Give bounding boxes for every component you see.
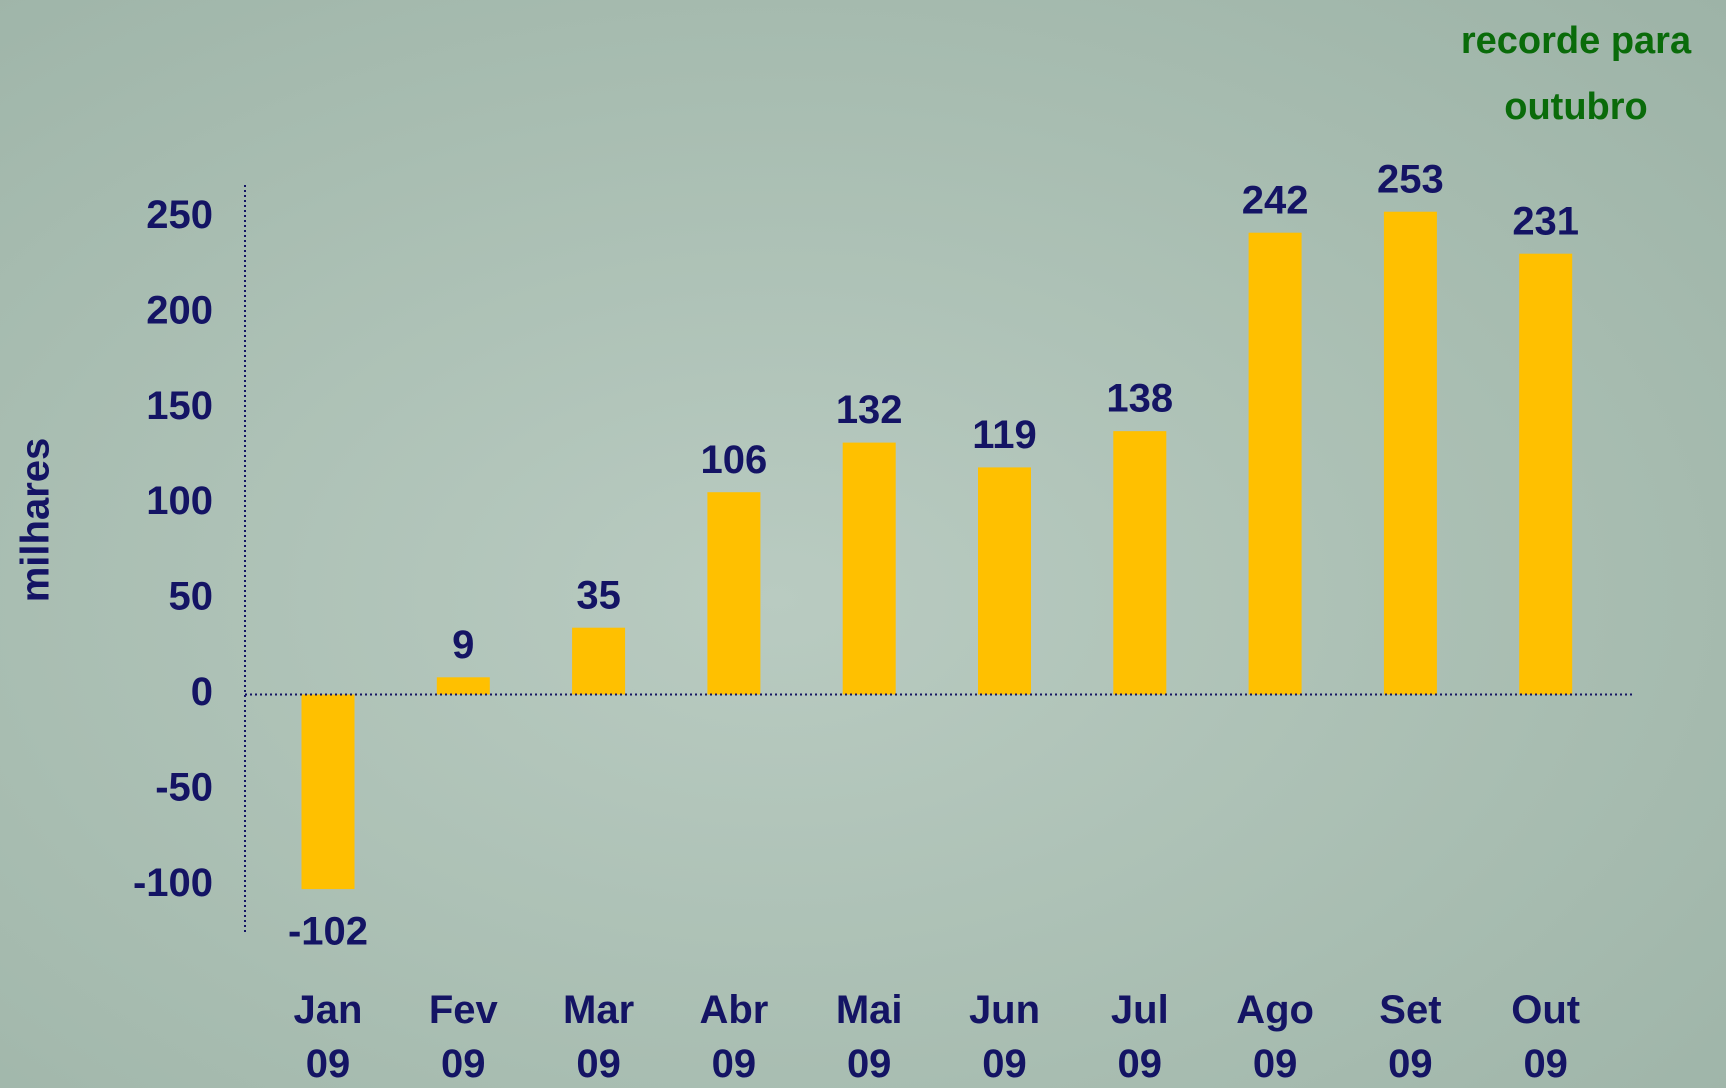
bar	[1384, 212, 1437, 695]
y-tick-label: 0	[191, 670, 213, 714]
x-tick-label: Mai 09	[814, 983, 924, 1088]
bar	[707, 492, 760, 694]
x-tick-label: Out 09	[1491, 983, 1601, 1088]
x-tick-label: Jan 09	[273, 983, 383, 1088]
y-tick-label: 150	[146, 384, 213, 428]
data-label: 35	[576, 573, 621, 617]
data-label: 106	[701, 438, 768, 482]
bar	[843, 443, 896, 695]
annotation: recorde para outubro	[1426, 8, 1726, 140]
data-label: 138	[1106, 377, 1173, 421]
y-tick-label: -100	[133, 861, 213, 905]
bar	[1249, 233, 1302, 695]
x-tick-label: Abr 09	[679, 983, 789, 1088]
bar	[572, 628, 625, 695]
x-tick-label: Jun 09	[950, 983, 1060, 1088]
x-tick-label: Ago 09	[1220, 983, 1330, 1088]
y-tick-label: -50	[155, 765, 213, 809]
y-tick-label: 100	[146, 479, 213, 523]
y-tick-label: 50	[169, 575, 214, 619]
slide: milhares -100 -50 0 50 100 150 200 250 -102 9 35 10…	[0, 0, 1726, 1088]
y-axis-label: milhares	[14, 438, 58, 603]
data-label: 132	[836, 388, 903, 432]
x-tick-label: Mar 09	[544, 983, 654, 1088]
bar	[1113, 431, 1166, 694]
data-label: 253	[1377, 157, 1444, 201]
bar	[1519, 254, 1572, 695]
x-tick-label: Fev 09	[408, 983, 518, 1088]
bar	[437, 677, 490, 694]
data-label: 9	[452, 623, 474, 667]
data-label: -102	[288, 910, 368, 954]
x-tick-label: Jul 09	[1085, 983, 1195, 1088]
data-label: 231	[1512, 199, 1579, 243]
y-tick-label: 200	[146, 288, 213, 332]
x-tick-label: Set 09	[1355, 983, 1465, 1088]
y-tick-label: 250	[146, 193, 213, 237]
data-label: 119	[972, 413, 1037, 457]
data-label: 242	[1242, 178, 1309, 222]
bar	[978, 467, 1031, 694]
bar	[302, 694, 355, 889]
chart: milhares -100 -50 0 50 100 150 200 250 -102 9 35 10…	[0, 0, 1726, 1088]
